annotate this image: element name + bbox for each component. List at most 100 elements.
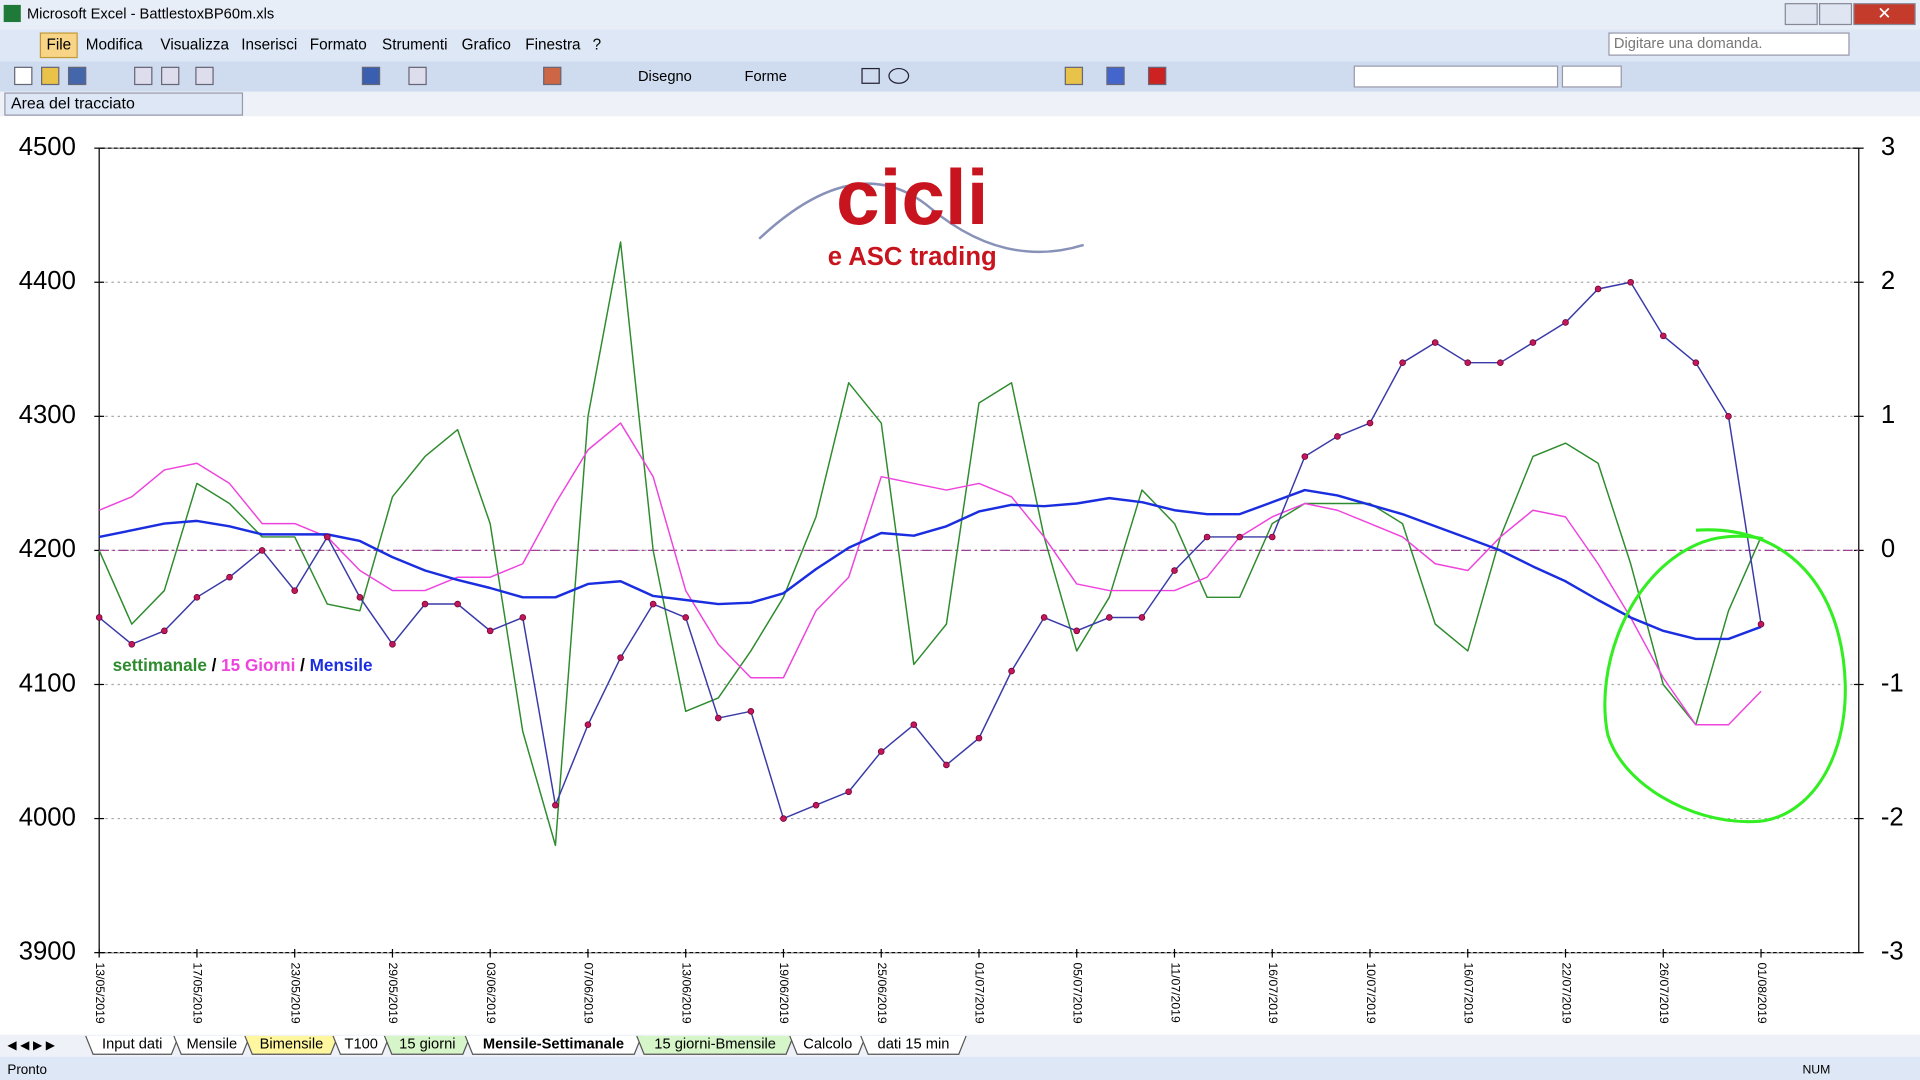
sheet-tab[interactable]	[464, 1035, 643, 1055]
menu-item[interactable]: Inserisci	[241, 36, 297, 53]
legend-entry: Mensile	[310, 655, 373, 675]
legend-separator: /	[295, 655, 309, 675]
y2-tick-label: -1	[1881, 669, 1904, 697]
x-tick-label: 01/08/2019	[1755, 962, 1769, 1023]
x-tick-label: 22/07/2019	[1559, 962, 1573, 1023]
menu-item[interactable]: Grafico	[462, 36, 511, 53]
price-marker	[1627, 278, 1634, 286]
price-marker	[454, 600, 461, 608]
price-marker	[258, 547, 266, 554]
y-tick-label: 4400	[19, 267, 76, 295]
maximize[interactable]	[1818, 3, 1853, 26]
y2-tick-label: -2	[1881, 803, 1904, 831]
sheet-tab[interactable]	[383, 1035, 471, 1055]
legend-entry: 15 Giorni	[221, 655, 295, 675]
tab-nav[interactable]: ◀ ◀ ▶ ▶	[7, 1038, 55, 1052]
chart: 3900 4000 4100 4200 4300 4400 4500 -3 -2 -1 0 1 2 3 13…	[19, 133, 1904, 1024]
price-marker	[421, 600, 429, 608]
y-tick-label: 4300	[19, 401, 76, 429]
minimize[interactable]	[1784, 3, 1818, 26]
price-marker	[486, 627, 494, 635]
price-marker	[1236, 533, 1243, 541]
price-marker	[877, 748, 885, 755]
menu-item[interactable]: Visualizza	[160, 36, 229, 53]
x-tick-label: 07/06/2019	[582, 962, 596, 1023]
x-tick-label: 19/06/2019	[777, 962, 791, 1023]
sheet-tab[interactable]	[789, 1035, 867, 1055]
menu: File Modifica Visualizza Inserisci Formato St…	[47, 36, 602, 53]
x-tick-label: 25/06/2019	[875, 962, 889, 1023]
price-marker	[1138, 614, 1146, 621]
legend-entry: settimanale	[113, 655, 207, 675]
close-icon: ✕	[1877, 3, 1891, 23]
series-line	[98, 422, 1762, 726]
window-title: Microsoft Excel - BattlestoxBP60m.xls	[27, 7, 274, 23]
x-tick-label: 01/07/2019	[973, 962, 987, 1023]
price-marker	[714, 714, 722, 722]
price-marker	[845, 788, 852, 796]
name-box[interactable]	[4, 92, 244, 116]
toolbar	[0, 61, 1920, 92]
price-marker	[1366, 419, 1374, 427]
x-tick-label: 26/07/2019	[1657, 962, 1671, 1023]
sheet-tabs: Input dati Mensile Bimensile T100 15 giorni M…	[85, 1035, 967, 1055]
price-marker	[1757, 620, 1765, 628]
menu-item[interactable]: Finestra	[525, 36, 581, 53]
draw-menu[interactable]: Disegno	[638, 69, 692, 85]
price-marker	[1497, 359, 1504, 367]
menu-item[interactable]: ?	[593, 36, 602, 53]
price-marker	[1106, 614, 1113, 621]
formula-bar	[0, 91, 1920, 117]
ask-box[interactable]	[1608, 32, 1850, 56]
price-marker	[226, 573, 233, 581]
price-marker	[1008, 667, 1015, 675]
y-tick-label: 4000	[19, 803, 76, 831]
menu-highlight	[39, 32, 78, 59]
x-tick-label: 16/07/2019	[1462, 962, 1476, 1023]
price-marker	[1301, 453, 1309, 460]
menu-item[interactable]: Strumenti	[382, 36, 447, 53]
series-line	[98, 241, 1762, 847]
status-bar	[0, 1056, 1920, 1080]
x-tick-label: 29/05/2019	[386, 962, 400, 1023]
sheet-tab-label: T100	[344, 1036, 377, 1052]
sheet-tab-label: Calcolo	[803, 1036, 852, 1052]
sheet-tab[interactable]	[636, 1035, 795, 1055]
menu-item[interactable]: Formato	[310, 36, 367, 53]
price-marker	[747, 708, 755, 715]
price-marker	[128, 640, 136, 648]
sheet-tab[interactable]	[173, 1035, 251, 1055]
close[interactable]	[1853, 3, 1916, 26]
price-marker	[1334, 433, 1341, 440]
ask-box-text: Digitare una domanda.	[1614, 36, 1763, 52]
x-tick-label: 11/07/2019	[1168, 962, 1182, 1023]
status-text: Pronto	[7, 1062, 47, 1077]
x-tick-label: 16/07/2019	[1266, 962, 1280, 1023]
menu-item[interactable]: Modifica	[86, 36, 143, 53]
sheet-tab[interactable]	[332, 1035, 390, 1055]
x-tick-label: 05/07/2019	[1071, 962, 1085, 1023]
y-tick-label: 4100	[19, 669, 76, 697]
y-tick-label: 3900	[19, 937, 76, 965]
price-marker	[975, 734, 983, 742]
toolbar-icons	[14, 65, 1622, 88]
menu-item[interactable]: File	[47, 36, 72, 53]
price-marker	[1464, 359, 1472, 367]
num-indicator: NUM	[1802, 1062, 1830, 1076]
app-icon	[3, 4, 21, 23]
sheet-tab[interactable]	[244, 1035, 339, 1055]
price-marker	[780, 815, 787, 822]
price-marker	[1659, 332, 1667, 340]
sheet-tab[interactable]	[860, 1035, 967, 1055]
x-tick-label: 03/06/2019	[484, 962, 498, 1023]
price-marker	[943, 761, 950, 769]
price-marker	[356, 594, 364, 601]
shapes-menu[interactable]: Forme	[744, 69, 786, 85]
sheet-tab[interactable]	[85, 1035, 180, 1055]
sheet-tab-label: dati 15 min	[878, 1036, 950, 1052]
price-marker	[1171, 567, 1178, 574]
price-marker	[323, 533, 331, 541]
price-marker	[1529, 339, 1537, 346]
price-marker	[584, 721, 592, 729]
